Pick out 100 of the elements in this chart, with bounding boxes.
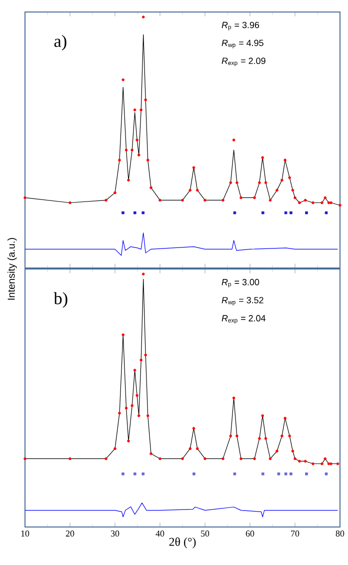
point <box>330 462 332 466</box>
point <box>134 211 136 214</box>
point <box>258 437 261 440</box>
point <box>284 211 288 214</box>
point <box>118 158 121 162</box>
point <box>291 188 294 192</box>
point <box>268 457 272 460</box>
annotation: R$_{exp}$ = 2.04 <box>222 315 266 324</box>
point <box>138 154 140 156</box>
point <box>142 211 145 214</box>
point <box>262 472 264 476</box>
point <box>188 447 192 450</box>
point <box>298 460 301 463</box>
point <box>181 198 184 202</box>
point <box>290 211 292 214</box>
point <box>146 158 150 162</box>
x-tick-label: 10 <box>21 530 30 537</box>
point <box>294 457 296 460</box>
x-tick-label: 70 <box>291 530 300 537</box>
point <box>324 196 327 200</box>
point <box>233 211 236 214</box>
point <box>336 462 340 466</box>
point <box>327 201 330 204</box>
point <box>253 196 256 200</box>
point <box>288 176 292 180</box>
point <box>338 204 342 207</box>
point <box>150 452 152 456</box>
point <box>261 156 264 159</box>
x-tick-label: 60 <box>246 530 254 537</box>
point <box>232 396 236 400</box>
annotation: R$_{wp}$ = 3.52 <box>222 296 264 306</box>
point <box>304 460 307 463</box>
point <box>304 198 307 202</box>
point <box>142 472 145 476</box>
x-tick-label: 40 <box>156 530 164 537</box>
point <box>150 186 152 190</box>
point <box>144 98 148 102</box>
point <box>276 188 278 192</box>
point <box>136 138 139 142</box>
x-axis-title: 2θ (°) <box>169 537 196 548</box>
point <box>158 457 162 460</box>
point <box>236 181 238 184</box>
point <box>330 201 332 204</box>
point <box>264 181 268 184</box>
point <box>133 368 136 372</box>
point <box>222 198 224 202</box>
point <box>240 196 242 200</box>
point <box>261 414 264 418</box>
annotation: R$_{exp}$ = 2.09 <box>222 58 266 66</box>
point <box>232 138 236 142</box>
point <box>229 434 232 438</box>
point <box>305 472 308 476</box>
point <box>229 181 232 184</box>
point <box>284 472 288 476</box>
point <box>284 416 287 420</box>
point <box>104 457 108 460</box>
point <box>324 457 327 460</box>
point <box>134 108 136 112</box>
point <box>130 148 134 152</box>
point <box>291 450 294 453</box>
point <box>122 472 124 476</box>
annotation: R$_{p}$ = 3.96 <box>222 22 260 30</box>
point <box>114 191 116 194</box>
point <box>298 201 301 204</box>
point <box>142 272 145 276</box>
point <box>277 472 280 476</box>
point <box>122 211 124 214</box>
point <box>240 457 242 460</box>
point <box>188 188 192 192</box>
point <box>312 201 314 204</box>
point <box>136 394 139 397</box>
point <box>305 211 308 214</box>
point <box>104 198 108 202</box>
point <box>284 158 287 162</box>
point <box>192 166 196 169</box>
point <box>134 472 136 476</box>
point <box>68 457 72 460</box>
point <box>140 108 143 112</box>
point <box>68 201 72 204</box>
point <box>196 447 199 450</box>
point <box>262 211 264 214</box>
point <box>122 333 125 336</box>
x-tick-label: 20 <box>66 530 74 537</box>
point <box>324 472 328 476</box>
point <box>138 414 140 418</box>
point <box>204 457 206 460</box>
point <box>258 181 261 184</box>
point <box>140 358 143 362</box>
point <box>280 178 284 182</box>
point <box>114 447 116 450</box>
point <box>320 462 324 466</box>
point <box>181 457 184 460</box>
point <box>327 462 330 466</box>
point <box>290 472 292 476</box>
point <box>233 472 236 476</box>
point <box>130 404 134 407</box>
point <box>196 188 199 192</box>
point <box>320 201 324 204</box>
point <box>122 78 125 82</box>
point <box>236 434 238 438</box>
